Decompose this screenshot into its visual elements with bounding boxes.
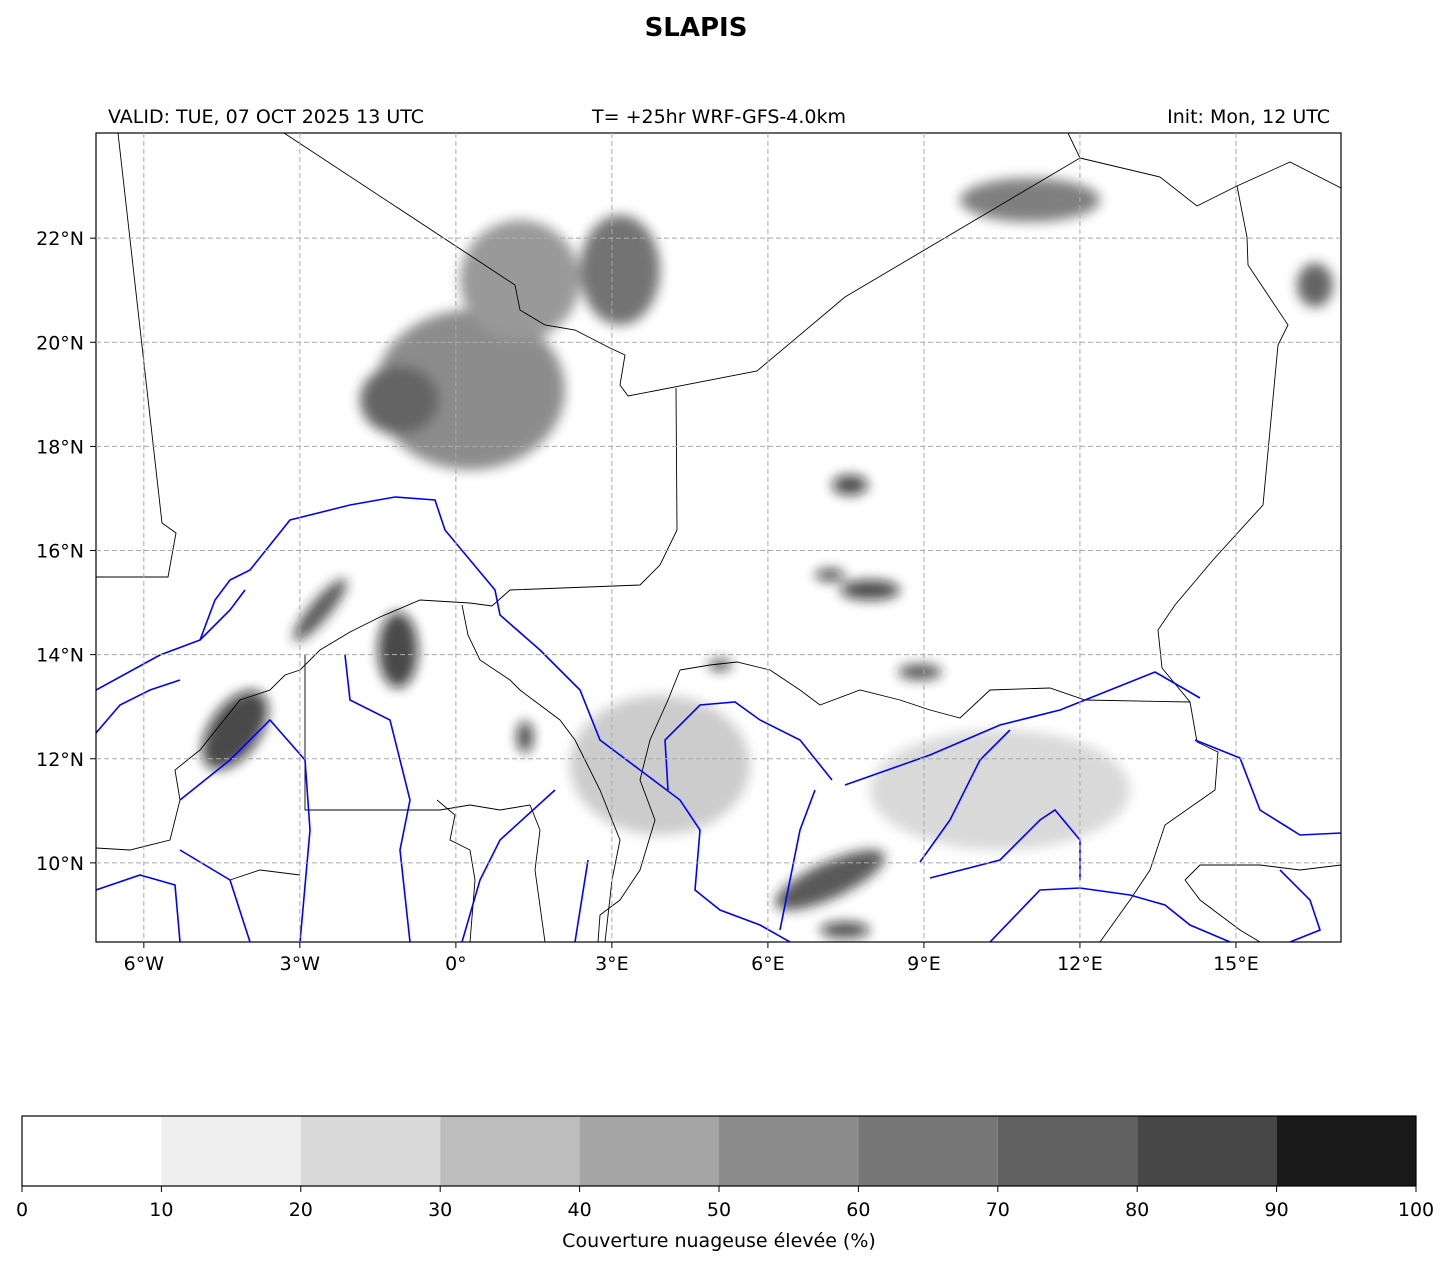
colorbar-segment: [997, 1116, 1138, 1186]
colorbar-tick-label: 100: [1398, 1199, 1434, 1221]
colorbar-tick-label: 20: [289, 1199, 313, 1221]
colorbar-tick-label: 40: [568, 1199, 592, 1221]
colorbar-label: Couverture nuageuse élevée (%): [562, 1230, 876, 1252]
valid-time: VALID: TUE, 07 OCT 2025 13 UTC: [108, 106, 424, 128]
y-tick-label: 18°N: [36, 436, 84, 458]
colorbar-segment: [440, 1116, 580, 1186]
colorbar-segment: [1137, 1116, 1277, 1186]
borders: [96, 133, 1341, 942]
x-tick-label: 0°: [445, 953, 467, 975]
colorbar-tick-label: 60: [846, 1199, 870, 1221]
colorbar-segment: [719, 1116, 859, 1186]
y-tick-label: 10°N: [36, 853, 84, 875]
y-tick-label: 14°N: [36, 645, 84, 667]
colorbar-tick-label: 90: [1265, 1199, 1289, 1221]
map-layers: [96, 133, 1341, 942]
colorbar-tick-label: 0: [16, 1199, 28, 1221]
x-tick-label: 15°E: [1213, 953, 1259, 975]
init-time: Init: Mon, 12 UTC: [1167, 106, 1330, 128]
x-tick-label: 3°E: [595, 953, 629, 975]
colorbar-segment: [579, 1116, 719, 1186]
x-tick-label: 3°W: [280, 953, 321, 975]
y-tick-label: 16°N: [36, 541, 84, 563]
y-tick-label: 20°N: [36, 332, 84, 354]
title: SLAPIS: [645, 13, 748, 43]
x-tick-label: 9°E: [907, 953, 941, 975]
run-info: T= +25hr WRF-GFS-4.0km: [591, 106, 846, 128]
cloud-field: [202, 178, 1333, 938]
colorbar-segment: [22, 1116, 162, 1186]
colorbar-tick-label: 30: [428, 1199, 452, 1221]
x-tick-label: 6°W: [124, 953, 165, 975]
colorbar-segment: [161, 1116, 301, 1186]
colorbar-segment: [1276, 1116, 1416, 1186]
x-tick-label: 12°E: [1057, 953, 1103, 975]
colorbar-tick-label: 10: [149, 1199, 173, 1221]
y-tick-label: 22°N: [36, 228, 84, 250]
map-frame: [95, 132, 1342, 943]
colorbar-tick-label: 80: [1125, 1199, 1149, 1221]
y-tick-label: 12°N: [36, 749, 84, 771]
x-tick-label: 6°E: [751, 953, 785, 975]
colorbar-segment: [858, 1116, 998, 1186]
colorbar-segment: [300, 1116, 441, 1186]
colorbar-tick-label: 50: [707, 1199, 731, 1221]
colorbar-tick-label: 70: [986, 1199, 1010, 1221]
